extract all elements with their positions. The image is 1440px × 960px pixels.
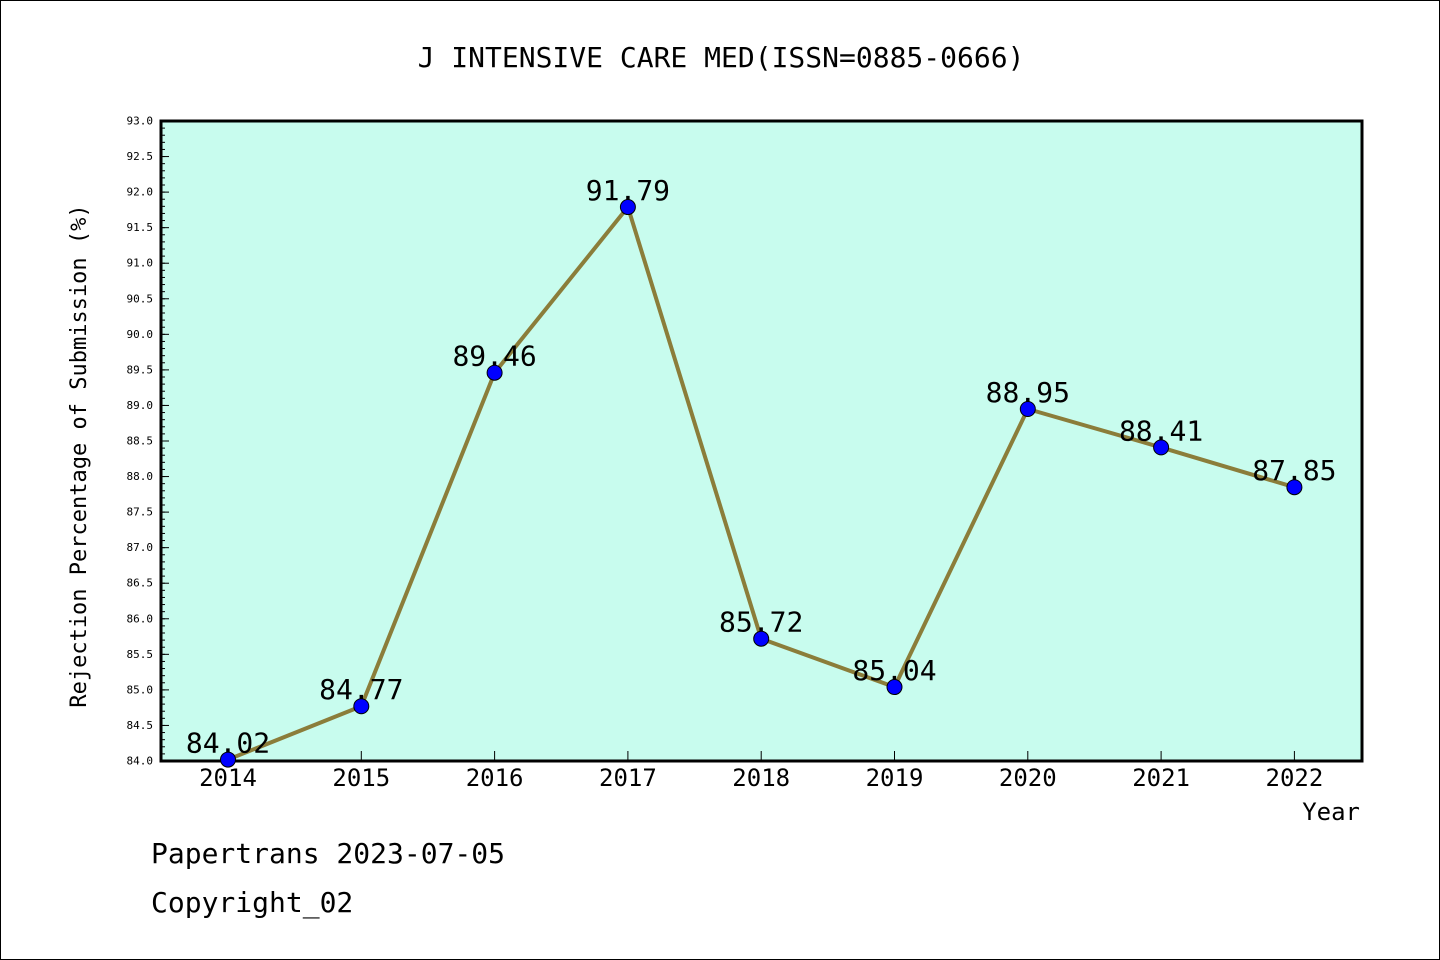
y-tick-label: 84.0 — [127, 755, 154, 768]
x-tick-label: 2019 — [866, 764, 924, 792]
y-tick-label: 85.0 — [127, 683, 154, 696]
y-tick-label: 93.0 — [127, 115, 154, 128]
y-tick-label: 87.5 — [127, 506, 154, 519]
data-label: 91.79 — [586, 174, 670, 207]
x-tick-label: 2018 — [732, 764, 790, 792]
y-axis-label: Rejection Percentage of Submission (%) — [67, 204, 92, 707]
footer-date: Papertrans 2023-07-05 — [151, 837, 506, 870]
x-tick-label: 2015 — [332, 764, 390, 792]
data-label: 85.72 — [719, 606, 803, 639]
y-tick-label: 88.0 — [127, 470, 154, 483]
y-tick-label: 91.5 — [127, 221, 154, 234]
x-axis-label: Year — [1302, 798, 1360, 826]
x-tick-label: 2020 — [999, 764, 1057, 792]
x-tick-label: 2017 — [599, 764, 657, 792]
y-tick-label: 87.0 — [127, 541, 154, 554]
y-tick-label: 85.5 — [127, 648, 154, 661]
y-tick-label: 90.0 — [127, 328, 154, 341]
y-tick-label: 90.5 — [127, 292, 154, 305]
data-labels: 84.02 84.77 89.46 91.79 85.72 85.04 88.95 88.41… — [186, 174, 1337, 760]
data-point — [220, 751, 236, 768]
data-label: 88.41 — [1119, 414, 1203, 447]
data-point — [753, 630, 770, 647]
data-point — [619, 199, 636, 216]
x-tick-label: 2014 — [199, 764, 257, 792]
data-point — [1286, 479, 1303, 496]
data-point — [1019, 401, 1036, 417]
data-point — [486, 364, 503, 381]
y-tick-label: 86.5 — [127, 577, 154, 590]
y-tick-label: 92.0 — [127, 186, 154, 199]
x-axis: 2014 2015 2016 2017 2018 2019 2020 2021 2022 — [199, 751, 1323, 792]
data-point — [886, 679, 903, 696]
data-label: 89.46 — [452, 340, 536, 373]
y-tick-label: 89.5 — [127, 363, 154, 376]
data-label: 84.02 — [186, 727, 270, 760]
y-tick-label: 88.5 — [127, 435, 154, 448]
x-tick-label: 2022 — [1266, 764, 1324, 792]
y-tick-label: 92.5 — [127, 150, 154, 163]
data-point — [1153, 439, 1170, 456]
y-tick-label: 86.0 — [127, 612, 154, 625]
chart-title: J INTENSIVE CARE MED(ISSN=0885-0666) — [418, 41, 1025, 74]
footer-copyright: Copyright_02 — [151, 886, 354, 919]
data-label: 87.85 — [1252, 454, 1336, 487]
data-point — [353, 698, 370, 715]
y-axis: 84.0 84.5 85.0 85.5 86.0 86.5 87.0 87.5 88.0 88.5… — [127, 115, 169, 768]
series-markers — [220, 199, 1303, 768]
y-tick-label: 91.0 — [127, 257, 154, 270]
data-label: 85.04 — [852, 654, 936, 687]
y-tick-label: 89.0 — [127, 399, 154, 412]
y-tick-label: 84.5 — [127, 719, 154, 732]
x-tick-label: 2016 — [466, 764, 524, 792]
data-label: 88.95 — [986, 376, 1070, 409]
data-label: 84.77 — [319, 673, 403, 706]
x-tick-label: 2021 — [1132, 764, 1190, 792]
